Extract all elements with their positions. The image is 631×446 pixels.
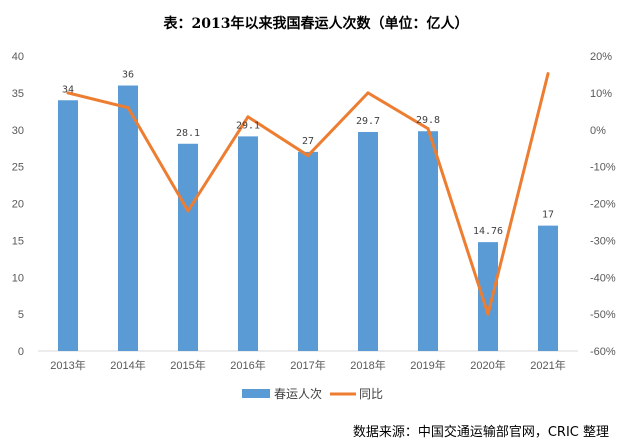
- y-right-tick-label: 0%: [590, 125, 606, 137]
- y-right-tick-label: -60%: [590, 346, 616, 358]
- x-tick-label: 2018年: [350, 358, 385, 372]
- y-left-tick-label: 40: [12, 51, 24, 63]
- bar: [478, 242, 498, 351]
- y-right-tick-label: -20%: [590, 199, 616, 211]
- bars: [58, 85, 558, 351]
- bar-data-label: 28.1: [176, 128, 200, 139]
- y-right-tick-label: -30%: [590, 235, 616, 247]
- legend: 春运人次 同比: [242, 387, 383, 401]
- x-tick-label: 2014年: [110, 358, 145, 372]
- bar: [538, 225, 558, 351]
- bar: [58, 100, 78, 351]
- y-right-tick-label: 20%: [590, 51, 612, 63]
- bar-data-label: 29.7: [356, 116, 380, 127]
- line-point: [366, 91, 370, 95]
- bar: [238, 136, 258, 351]
- bar-data-label: 14.76: [473, 226, 503, 237]
- line-point: [126, 106, 130, 110]
- bar-data-label: 29.1: [236, 120, 260, 131]
- line-point: [186, 209, 190, 213]
- source-note: 数据来源：中国交通运输部官网，CRIC 整理: [353, 424, 609, 440]
- bar: [178, 143, 198, 351]
- bar: [358, 131, 378, 351]
- line-point: [66, 91, 70, 95]
- y-left-tick-label: 20: [12, 199, 24, 211]
- bar: [418, 131, 438, 351]
- line-point: [306, 154, 310, 158]
- y-right-tick-label: -40%: [590, 272, 616, 284]
- y-right-tick-label: -50%: [590, 309, 616, 321]
- x-tick-label: 2013年: [50, 358, 85, 372]
- legend-label-bar: 春运人次: [274, 387, 322, 401]
- y-right-tick-label: -10%: [590, 162, 616, 174]
- x-tick-label: 2015年: [170, 358, 205, 372]
- x-tick-label: 2016年: [230, 358, 265, 372]
- line-point: [546, 72, 550, 76]
- yoy-line-series: [66, 72, 550, 316]
- y-left-tick-label: 25: [12, 162, 24, 174]
- y-left-tick-label: 10: [12, 272, 24, 284]
- legend-label-line: 同比: [359, 387, 383, 401]
- y-left-tick-label: 35: [12, 88, 24, 100]
- data-labels: 34 36 28.1 29.1 27 29.7 29.8 14.76 17: [62, 70, 554, 238]
- bar-data-label: 17: [542, 210, 554, 221]
- chart-title: 表：2013年以来我国春运人次数（单位：亿人）: [163, 15, 469, 32]
- bar: [118, 85, 138, 351]
- y-left-tick-label: 15: [12, 235, 24, 247]
- y-left-tick-label: 30: [12, 125, 24, 137]
- bar-data-label: 27: [302, 136, 314, 147]
- x-tick-label: 2021年: [530, 358, 565, 372]
- x-tick-label: 2019年: [410, 358, 445, 372]
- bar: [298, 151, 318, 351]
- line-point: [486, 312, 490, 316]
- bar-data-label: 36: [122, 70, 134, 81]
- y-left-tick-label: 0: [18, 346, 24, 358]
- y-right-tick-label: 10%: [590, 88, 612, 100]
- legend-swatch-bar: [242, 389, 270, 398]
- line-point: [246, 115, 250, 119]
- bar-data-label: 34: [62, 84, 74, 95]
- y-left-tick-label: 5: [18, 309, 24, 321]
- bar-data-label: 29.8: [416, 115, 440, 126]
- x-tick-label: 2017年: [290, 358, 325, 372]
- x-tick-label: 2020年: [470, 358, 505, 372]
- line-point: [426, 127, 430, 131]
- axes: 0 5 10 15 20 25 30 35 40 -60% -50% -40% -30% -20% -10%…: [12, 51, 616, 372]
